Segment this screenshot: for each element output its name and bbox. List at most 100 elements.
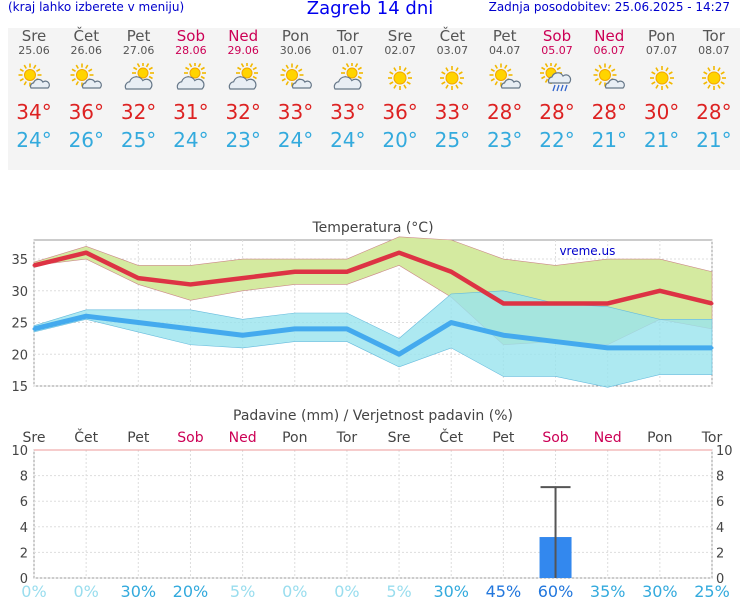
min-temp: 22° — [539, 128, 575, 152]
min-temp: 23° — [486, 128, 523, 152]
precip-y-tick-right: 0 — [716, 572, 724, 587]
day-name: Čet — [73, 27, 100, 45]
precip-probability: 35% — [590, 582, 626, 600]
precip-chart-title: Padavine (mm) / Verjetnost padavin (%) — [233, 408, 513, 424]
precip-x-tick: Sre — [388, 430, 411, 446]
min-temp-line-point — [449, 321, 453, 325]
sun-icon — [696, 63, 732, 93]
precip-y-tick-left: 6 — [20, 495, 28, 510]
precip-probability: 30% — [433, 582, 469, 600]
min-temp: 21° — [591, 128, 628, 152]
day-column: Tor 01.07 33° 24° — [322, 27, 374, 152]
precip-probability: 20% — [173, 582, 209, 600]
day-name: Pet — [492, 27, 517, 45]
max-temp-line-point — [501, 301, 505, 305]
max-temp-line-point — [554, 301, 558, 305]
sun-cloud-icon — [68, 63, 104, 93]
precip-y-tick-right: 4 — [716, 521, 724, 536]
day-date: 07.07 — [645, 44, 678, 57]
temp-y-tick: 20 — [11, 348, 28, 363]
region-menu-hint: (kraj lahko izberete v meniju) — [8, 0, 185, 14]
max-temp-line-point — [397, 251, 401, 255]
min-temp: 24° — [277, 128, 314, 152]
precip-probability: 0% — [334, 582, 359, 600]
day-column: Sre 02.07 36° 20° — [374, 27, 426, 152]
precip-y-tick-left: 10 — [11, 444, 28, 459]
precip-y-tick-left: 2 — [20, 546, 28, 561]
day-column: Tor 08.07 28° 21° — [688, 28, 740, 152]
precip-x-tick: Čet — [74, 428, 98, 446]
precip-y-tick-right: 8 — [716, 470, 724, 485]
max-temp-line-point — [188, 282, 192, 286]
day-name: Tor — [336, 27, 359, 45]
precip-probability: 5% — [386, 582, 411, 600]
min-temp: 24° — [330, 128, 366, 152]
min-temp: 21° — [643, 128, 680, 152]
sun-icon — [644, 63, 680, 93]
min-temp: 24° — [173, 128, 209, 152]
day-date: 02.07 — [384, 44, 416, 57]
max-temp-line-point — [136, 276, 140, 280]
day-date: 03.07 — [436, 44, 469, 57]
day-name: Pon — [647, 27, 676, 45]
day-name: Sre — [387, 27, 413, 45]
day-column: Ned 06.07 28° 21° — [583, 28, 635, 152]
temp-y-tick: 35 — [11, 253, 28, 268]
max-temp: 30° — [643, 100, 680, 124]
min-temp: 25° — [434, 128, 471, 152]
day-date: 29.06 — [227, 44, 259, 57]
daily-forecast-strip: Sre 25.06 34° 24° Čet 26.06 36° 26° Pet 27.06 32° 2… — [8, 28, 740, 170]
day-column: Pet 27.06 32° 25° — [113, 28, 165, 152]
min-temp-line-point — [501, 333, 505, 337]
min-temp-line-point — [32, 327, 36, 331]
day-date: 25.06 — [18, 44, 50, 57]
day-name: Sob — [176, 27, 205, 45]
day-column: Sob 28.06 31° 24° — [165, 27, 217, 152]
precip-probability: 25% — [694, 582, 730, 600]
min-temp: 25° — [120, 128, 157, 152]
max-temp: 32° — [120, 100, 157, 124]
day-name: Čet — [439, 27, 466, 45]
max-temp-line-point — [293, 270, 297, 274]
day-date: 05.07 — [541, 44, 573, 57]
temp-y-tick: 25 — [11, 317, 28, 332]
precip-x-tick: Pon — [282, 430, 307, 446]
max-temp: 28° — [486, 100, 523, 124]
day-date: 28.06 — [175, 44, 207, 57]
watermark: vreme.us — [559, 244, 615, 258]
day-column: Pon 07.07 30° 21° — [636, 27, 688, 152]
max-temp: 33° — [277, 100, 314, 124]
min-temp-line-point — [554, 340, 558, 344]
precipitation-chart: Padavine (mm) / Verjetnost padavin (%) Sr… — [11, 408, 733, 600]
temp-chart-title: Temperatura (°C) — [311, 220, 433, 236]
day-date: 06.07 — [593, 44, 626, 57]
max-temp: 33° — [434, 100, 471, 124]
precip-x-tick: Sob — [177, 430, 203, 446]
last-updated: Zadnja posodobitev: 25.06.2025 - 14:27 — [488, 0, 730, 14]
precip-x-tick: Sob — [542, 430, 568, 446]
precip-x-tick: Čet — [439, 428, 463, 446]
min-temp-line-point — [293, 327, 297, 331]
day-column: Pon 30.06 33° 24° — [270, 28, 322, 152]
max-temp-line-point — [710, 301, 714, 305]
day-date: 26.06 — [70, 44, 103, 57]
precip-probability: 0% — [282, 582, 307, 600]
precip-y-tick-left: 8 — [20, 470, 28, 485]
precip-probability: 30% — [121, 582, 157, 600]
precip-plot-area — [33, 449, 713, 579]
precip-x-tick: Tor — [701, 430, 723, 446]
min-temp: 21° — [696, 128, 732, 152]
min-temp-line-point — [606, 346, 610, 350]
day-date: 01.07 — [332, 44, 364, 57]
max-temp-line-point — [32, 263, 36, 267]
precip-x-tick: Tor — [336, 430, 358, 446]
max-temp: 33° — [330, 100, 366, 124]
sun-icon — [382, 63, 418, 93]
cloudy-sun-icon — [121, 62, 157, 93]
min-temp: 24° — [16, 128, 52, 152]
day-column: Čet 26.06 36° 26° — [60, 27, 112, 152]
precip-x-tick: Ned — [594, 430, 622, 446]
day-column: Ned 29.06 32° 23° — [217, 28, 269, 152]
precip-y-tick-left: 4 — [20, 521, 28, 536]
precip-y-tick-right: 10 — [716, 444, 733, 459]
